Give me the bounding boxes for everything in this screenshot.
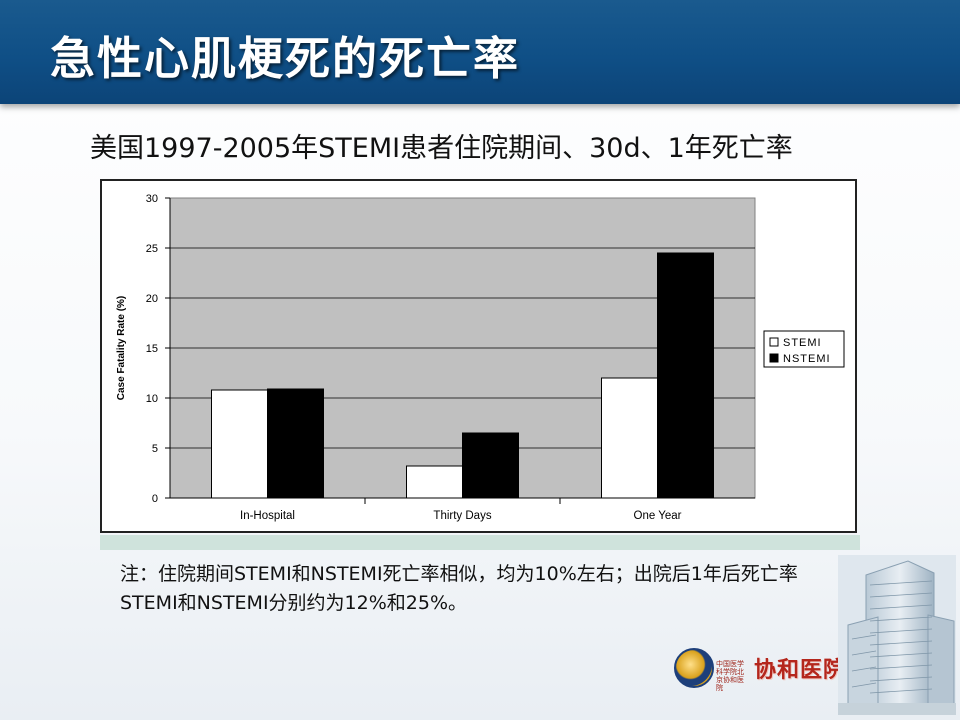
chart-note: 注：住院期间STEMI和NSTEMI死亡率相似，均为10%左右；出院后1年后死亡… bbox=[120, 563, 798, 614]
legend-label-stemi: STEMI bbox=[783, 337, 822, 349]
y-axis-label: Case Fatality Rate (%) bbox=[116, 296, 127, 400]
bar-stemi bbox=[211, 389, 268, 499]
bar-nstemi bbox=[657, 252, 714, 499]
logo-small-text: 中国医学科学院北京协和医院 bbox=[716, 660, 744, 692]
y-tick-label: 0 bbox=[152, 493, 158, 505]
hospital-emblem-icon bbox=[674, 648, 714, 688]
title-bar: 急性心肌梗死的死亡率 bbox=[0, 0, 960, 104]
bar-stemi bbox=[406, 465, 463, 499]
x-tick-label: One Year bbox=[634, 510, 682, 522]
legend-swatch-stemi bbox=[769, 337, 779, 347]
y-tick-label: 30 bbox=[146, 193, 158, 205]
legend-swatch-nstemi bbox=[769, 353, 779, 363]
x-tick-label: In-Hospital bbox=[240, 510, 295, 522]
hospital-logo: 中国医学科学院北京协和医院 协和医院 bbox=[674, 648, 854, 692]
y-tick-label: 10 bbox=[146, 393, 158, 405]
chart-subtitle: 美国1997-2005年STEMI患者住院期间、30d、1年死亡率 bbox=[90, 133, 793, 164]
y-tick-label: 5 bbox=[152, 443, 158, 455]
y-tick-label: 15 bbox=[146, 343, 158, 355]
bar-chart: 0 5 10 15 20 25 30 In-Hospital Thirty Days One Ye… bbox=[116, 193, 845, 522]
bar-nstemi bbox=[267, 388, 324, 499]
logo-text: 协和医院 bbox=[754, 657, 847, 683]
bar-stemi bbox=[601, 377, 658, 499]
y-tick-label: 20 bbox=[146, 293, 158, 305]
legend-label-nstemi: NSTEMI bbox=[783, 353, 831, 365]
bar-nstemi bbox=[462, 432, 519, 499]
chart-frame: 0 5 10 15 20 25 30 In-Hospital Thirty Days One Ye… bbox=[100, 179, 857, 533]
chart-shadow bbox=[100, 535, 860, 550]
hospital-building-icon bbox=[838, 555, 956, 715]
y-tick-label: 25 bbox=[146, 243, 158, 255]
x-tick-label: Thirty Days bbox=[433, 510, 491, 522]
slide-title: 急性心肌梗死的死亡率 bbox=[50, 32, 521, 85]
